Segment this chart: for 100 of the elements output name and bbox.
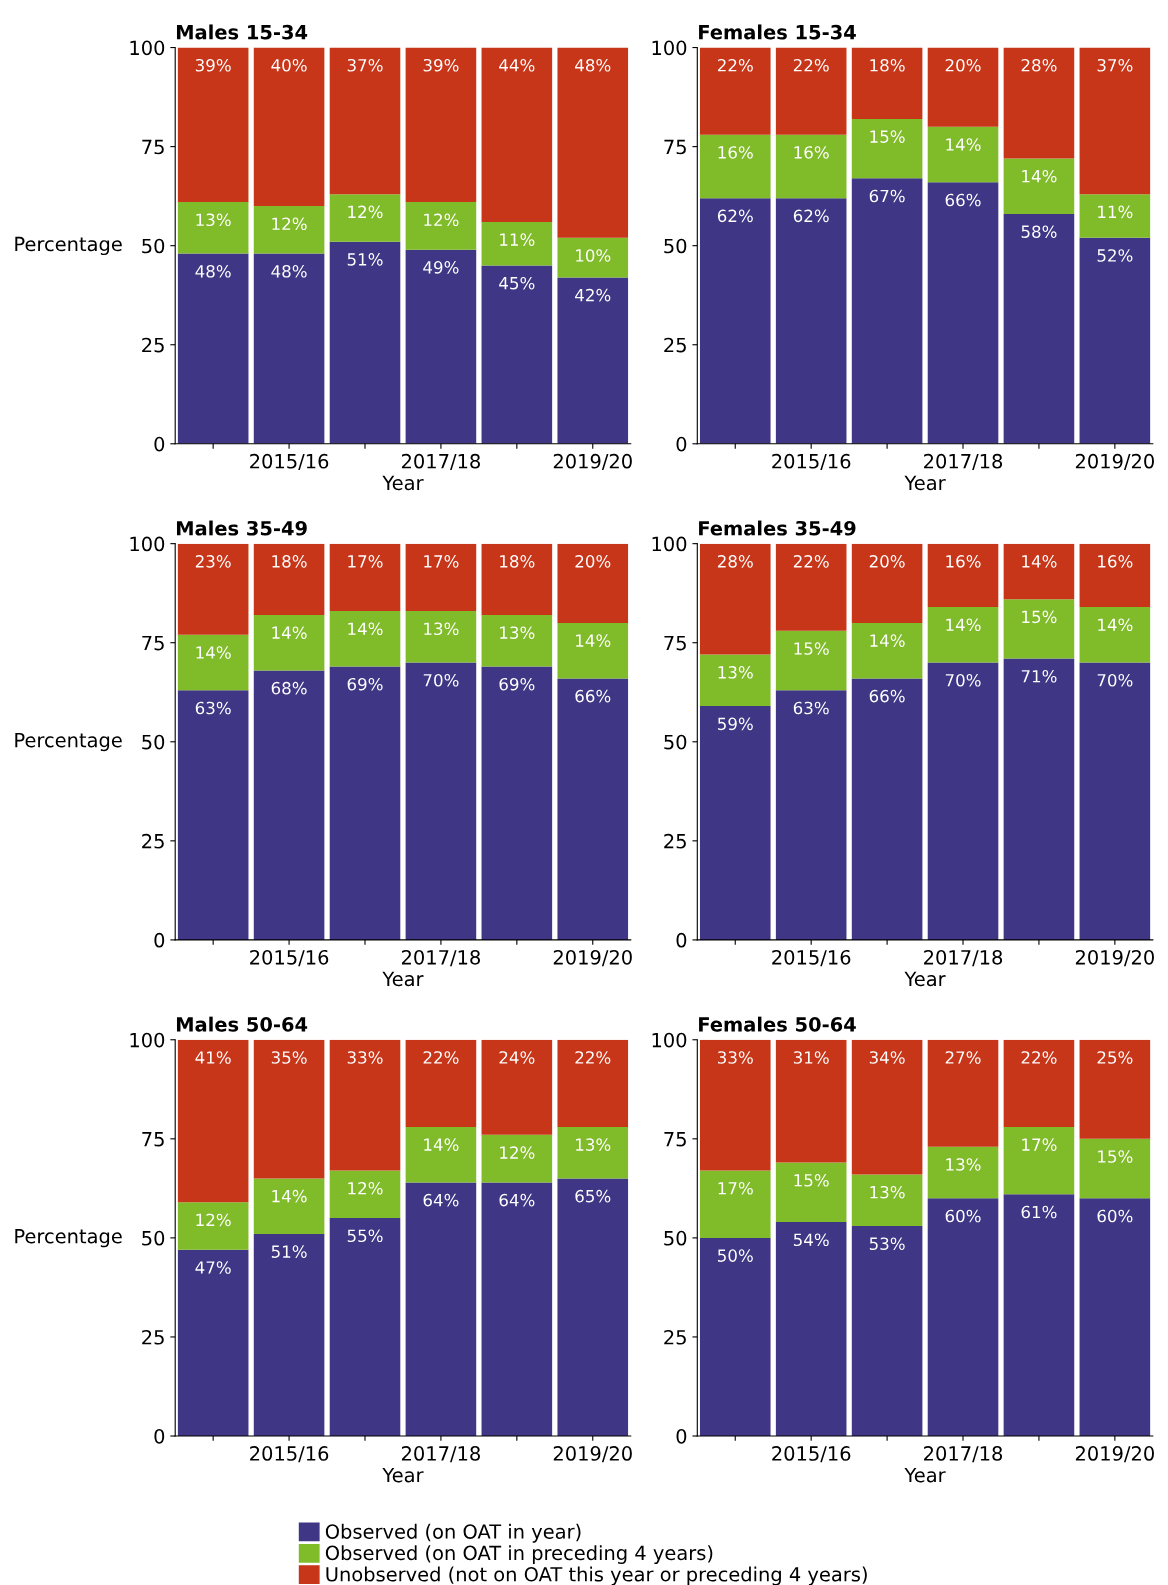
bar — [1003, 543, 1075, 600]
bar — [775, 198, 847, 444]
legend-label: Observed (on OAT in year) — [325, 1523, 581, 1543]
y-tick-label: 100 — [130, 1032, 165, 1048]
data-label: 50% — [718, 1249, 753, 1262]
data-label: 14% — [946, 618, 981, 632]
x-tick-label: 2017/18 — [401, 453, 480, 471]
legend-label: Observed (on OAT in preceding 4 years) — [325, 1545, 713, 1564]
bar — [557, 277, 629, 444]
bar — [405, 1126, 477, 1183]
data-label: 41% — [195, 1051, 231, 1064]
y-tick-label: 25 — [142, 833, 164, 849]
data-label: 34% — [869, 1051, 905, 1064]
bar — [1079, 662, 1151, 940]
data-label: 15% — [1098, 1150, 1133, 1163]
bar — [1003, 158, 1075, 214]
data-label: 12% — [348, 205, 383, 219]
data-label: 14% — [1022, 555, 1057, 568]
y-tick-label: 100 — [652, 536, 687, 552]
data-label: 48% — [271, 265, 307, 278]
y-tick-label: 0 — [154, 1428, 165, 1444]
data-label: 66% — [945, 193, 981, 207]
bar — [329, 666, 401, 940]
bar — [1003, 1126, 1075, 1195]
data-label: 70% — [423, 673, 459, 687]
x-axis-title: Year — [382, 1467, 424, 1483]
chart-title: Males 15-34 — [176, 24, 308, 40]
data-label: 42% — [575, 288, 611, 302]
data-label: 62% — [793, 209, 829, 223]
data-label: 52% — [1097, 249, 1133, 262]
x-tick-label: 2015/16 — [772, 1446, 851, 1463]
bar — [927, 543, 999, 608]
bar — [699, 47, 771, 135]
y-tick-label: 75 — [142, 139, 164, 155]
bar — [927, 1146, 999, 1199]
bar — [851, 678, 923, 940]
data-label: 66% — [575, 689, 611, 703]
bar — [557, 47, 629, 238]
bar — [1079, 543, 1151, 608]
data-label: 17% — [718, 1181, 753, 1195]
data-label: 22% — [423, 1051, 459, 1064]
bar — [775, 1039, 847, 1163]
bar — [329, 194, 401, 242]
y-axis-title: Percentage — [15, 732, 122, 752]
data-label: 62% — [717, 209, 753, 223]
bar — [699, 134, 771, 199]
x-tick-label: 2019/20 — [553, 1446, 632, 1463]
bar — [1079, 607, 1151, 663]
data-label: 51% — [347, 253, 383, 266]
bar — [775, 1162, 847, 1223]
data-label: 60% — [1097, 1209, 1133, 1223]
data-label: 14% — [196, 646, 231, 659]
y-tick-label: 75 — [664, 635, 686, 651]
x-axis-title: Year — [382, 475, 424, 491]
data-label: 64% — [499, 1193, 535, 1207]
chart-title: Males 35-49 — [176, 520, 307, 536]
y-tick-label: 100 — [652, 1032, 687, 1048]
data-label: 49% — [423, 261, 459, 274]
bar — [699, 654, 771, 707]
bar — [253, 543, 325, 615]
data-label: 31% — [793, 1051, 829, 1064]
bar — [329, 47, 401, 195]
bar — [851, 178, 923, 444]
data-label: 65% — [575, 1189, 611, 1203]
y-tick-label: 75 — [142, 635, 164, 651]
bar — [481, 543, 553, 615]
data-label: 22% — [575, 1051, 611, 1064]
y-tick-label: 75 — [664, 139, 686, 155]
bar — [699, 1170, 771, 1238]
bar — [775, 690, 847, 940]
data-label: 18% — [870, 58, 905, 72]
x-axis-title: Year — [904, 1467, 946, 1483]
bar — [557, 1126, 629, 1179]
bar — [851, 1226, 923, 1437]
bar — [557, 678, 629, 940]
bar — [1003, 658, 1075, 940]
data-label: 17% — [348, 555, 383, 568]
data-label: 12% — [424, 213, 459, 227]
bar — [177, 1249, 249, 1437]
bar — [1003, 599, 1075, 659]
data-label: 22% — [793, 58, 829, 72]
bar — [557, 1039, 629, 1127]
data-label: 14% — [870, 634, 905, 647]
data-label: 15% — [794, 642, 829, 655]
bar — [481, 1039, 553, 1135]
bar — [1003, 47, 1075, 159]
bar — [557, 543, 629, 623]
bar — [177, 202, 249, 254]
data-label: 25% — [1097, 1051, 1133, 1064]
bar — [1079, 1138, 1151, 1199]
bar — [405, 1039, 477, 1127]
bar — [329, 1170, 401, 1219]
bar — [405, 249, 477, 444]
data-label: 37% — [1097, 58, 1133, 72]
bar — [329, 1218, 401, 1437]
x-tick-label: 2017/18 — [924, 1446, 1003, 1463]
bar — [1079, 47, 1151, 195]
x-tick-label: 2019/20 — [553, 453, 632, 471]
data-label: 22% — [1021, 1051, 1057, 1064]
data-label: 59% — [718, 717, 753, 731]
